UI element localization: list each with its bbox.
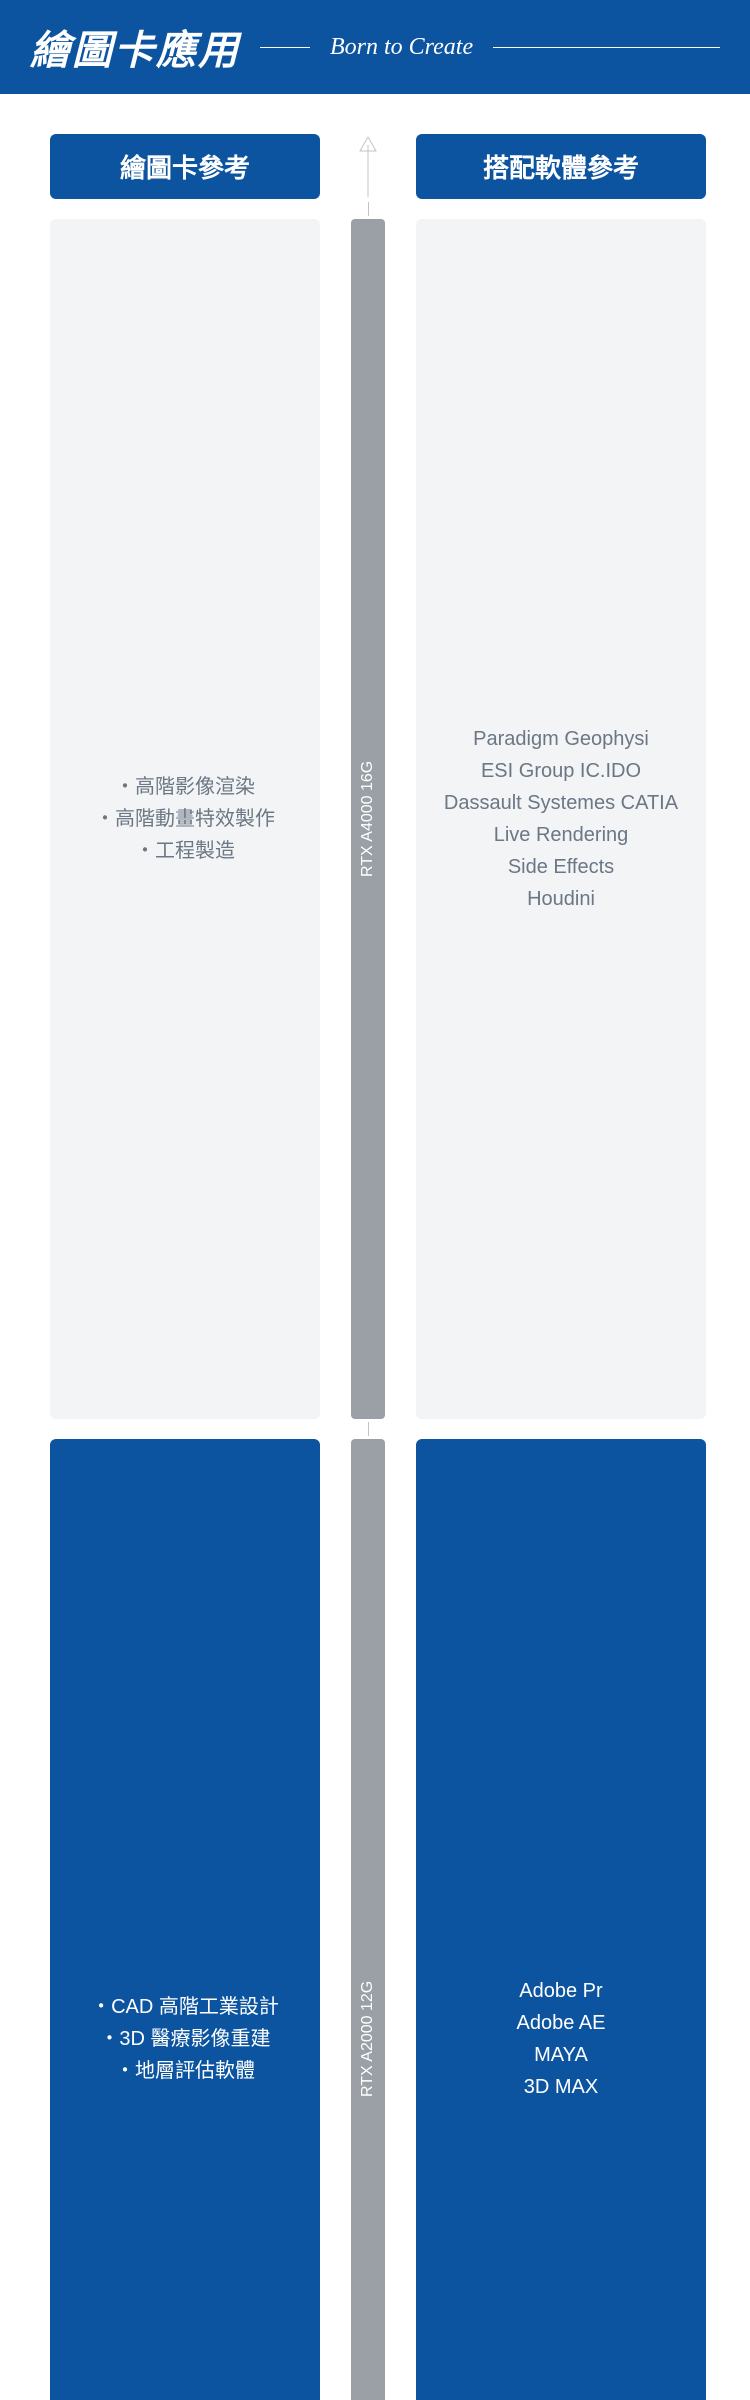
software-line: Paradigm Geophysi xyxy=(473,723,649,755)
header-title: 繪圖卡應用 xyxy=(30,18,240,76)
usage-card: ・高階影像渲染・高階動畫特效製作・工程製造 xyxy=(50,219,320,1419)
usage-line: ・地層評估軟體 xyxy=(115,2055,255,2087)
usage-card: ・CAD 高階工業設計・3D 醫療影像重建・地層評估軟體 xyxy=(50,1439,320,2400)
main-content: 繪圖卡參考 搭配軟體參考 ・高階影像渲染・高階動畫特效製作・工程製造 RTX A4… xyxy=(0,94,750,2400)
gpu-cell: RTX A2000 12G xyxy=(338,1439,398,2400)
gpu-label: RTX A2000 12G xyxy=(351,1439,385,2400)
arrow-up-cell xyxy=(338,134,398,199)
comparison-grid: 繪圖卡參考 搭配軟體參考 ・高階影像渲染・高階動畫特效製作・工程製造RTX A4… xyxy=(50,134,700,2400)
software-line: Live Rendering xyxy=(494,819,629,851)
usage-line: ・CAD 高階工業設計 xyxy=(91,1991,279,2023)
header-bar: 繪圖卡應用 Born to Create xyxy=(0,0,750,94)
software-card: Adobe PrAdobe AEMAYA3D MAX xyxy=(416,1439,706,2400)
software-line: Dassault Systemes CATIA xyxy=(444,787,678,819)
software-line: 3D MAX xyxy=(524,2071,598,2103)
software-line: MAYA xyxy=(534,2039,588,2071)
arrow-up-icon xyxy=(356,137,380,197)
usage-line: ・工程製造 xyxy=(135,835,235,867)
usage-line: ・高階動畫特效製作 xyxy=(95,803,275,835)
header-tagline: Born to Create xyxy=(330,34,473,61)
gpu-label: RTX A4000 16G xyxy=(351,219,385,1419)
usage-line: ・高階影像渲染 xyxy=(115,771,255,803)
software-line: Adobe Pr xyxy=(519,1975,602,2007)
usage-line: ・3D 醫療影像重建 xyxy=(99,2023,270,2055)
software-line: Side Effects xyxy=(508,851,614,883)
software-card: Paradigm GeophysiESI Group IC.IDODassaul… xyxy=(416,219,706,1419)
column-header-left: 繪圖卡參考 xyxy=(50,134,320,199)
divider-line xyxy=(493,47,720,48)
software-line: ESI Group IC.IDO xyxy=(481,755,641,787)
column-header-right: 搭配軟體參考 xyxy=(416,134,706,199)
divider-line xyxy=(260,47,310,48)
software-line: Adobe AE xyxy=(517,2007,606,2039)
software-line: Houdini xyxy=(527,883,595,915)
gpu-cell: RTX A4000 16G xyxy=(338,219,398,1419)
